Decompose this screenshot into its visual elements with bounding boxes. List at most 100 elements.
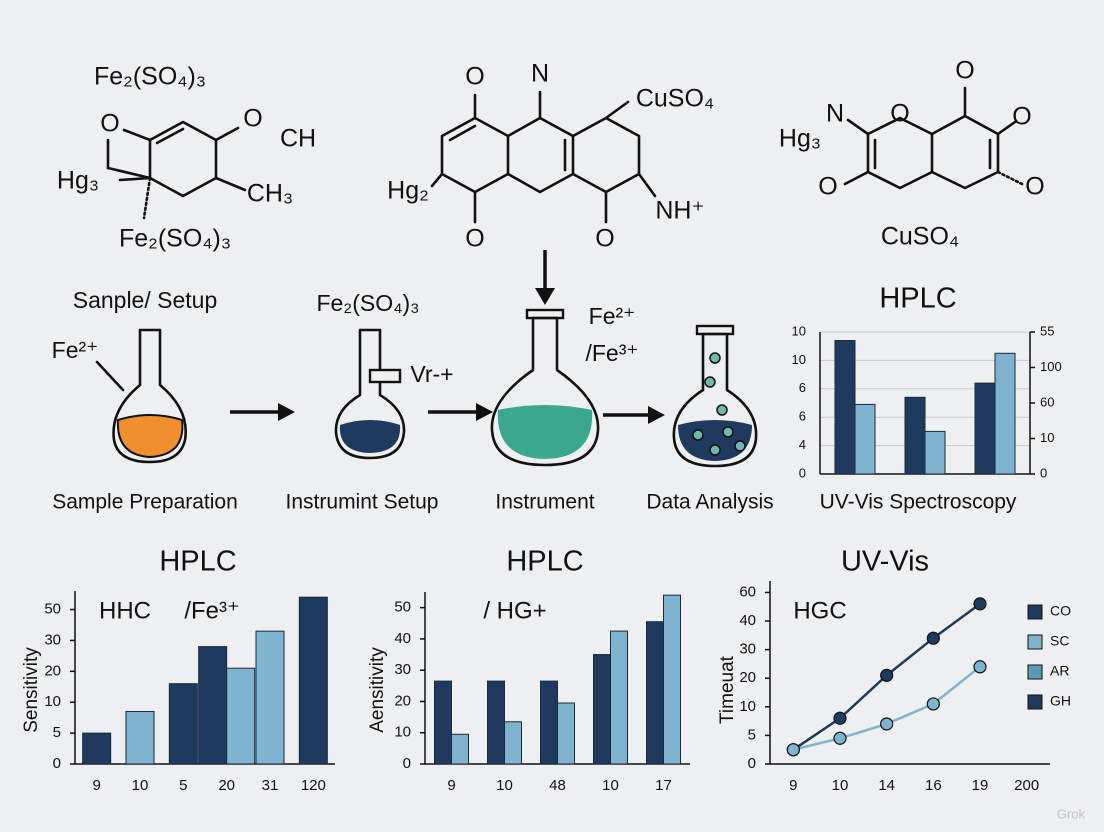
bar: [646, 621, 664, 765]
legend-swatch: [1027, 634, 1043, 650]
legend-label: GH: [1050, 693, 1071, 709]
y-tick-label: 10: [739, 698, 756, 715]
molecule-3: O N O O Hg₃ O O CuSO₄: [779, 57, 1045, 251]
bar: [504, 721, 522, 765]
atom: O: [890, 100, 909, 128]
legend-label: AR: [1050, 663, 1069, 679]
bar: [451, 733, 469, 765]
y-tick-label: 10: [792, 352, 806, 367]
x-tick-label: 19: [972, 777, 989, 794]
y-axis-label: Sensitivity: [21, 647, 42, 733]
bar: [557, 702, 575, 765]
x-tick-label: 20: [218, 777, 235, 794]
atom: O: [1025, 173, 1044, 201]
bar: [540, 680, 558, 765]
bar: [434, 680, 452, 765]
atom: O: [100, 110, 119, 138]
formula: Fe₂(SO₄)₃: [94, 63, 206, 91]
chart-title: HPLC: [506, 546, 583, 578]
atom: Hg₂: [387, 177, 429, 205]
step-label: Sample Preparation: [52, 491, 238, 514]
x-tick-label: 10: [602, 777, 619, 794]
annotation: /Fe³⁺: [585, 340, 638, 366]
x-tick-label: 14: [878, 777, 895, 794]
x-tick-label: 16: [925, 777, 942, 794]
y-axis-label: Timeuat: [717, 655, 738, 724]
x-tick-label: 31: [262, 777, 279, 794]
atom: O: [465, 63, 484, 91]
atom: NH⁺: [655, 197, 704, 225]
annotation: HGC: [793, 597, 846, 624]
atom: O: [1012, 103, 1031, 131]
x-tick-label: 9: [789, 777, 797, 794]
y-tick-label: 10: [792, 323, 806, 338]
marker: [786, 743, 800, 757]
y-axis-label: Aensitivity: [367, 647, 388, 733]
y-tick-label: 10: [394, 724, 411, 741]
x-tick-label: 17: [655, 777, 672, 794]
y-tick-label: 30: [44, 631, 61, 648]
marker: [973, 660, 987, 674]
bar: [974, 382, 996, 475]
watermark: Grok: [1057, 806, 1086, 821]
bar: [125, 710, 155, 765]
bar: [298, 596, 328, 765]
step-label: Data Analysis: [646, 491, 773, 514]
y-tick-label: 5: [748, 726, 756, 743]
x-tick-label: 9: [92, 777, 100, 794]
x-tick-label: 200: [1014, 777, 1039, 794]
workflow: Sanple/ Setup Fe²⁺ Fe₂(SO₄)₃ Vr-+ Fe²⁺ /…: [52, 250, 1017, 514]
y-tick-label: 30: [394, 661, 411, 678]
marker: [833, 731, 847, 745]
atom: O: [243, 105, 262, 133]
annotation: Fe²⁺: [52, 337, 99, 363]
legend-label: SC: [1050, 633, 1069, 649]
atom: N: [826, 100, 844, 128]
x-tick-label: 10: [496, 777, 513, 794]
bar: [994, 352, 1016, 475]
legend-label: CO: [1050, 603, 1071, 619]
y-tick-label: 40: [739, 612, 756, 629]
y-tick-label: 0: [403, 755, 411, 772]
y-tick-label: 40: [394, 630, 411, 647]
y-tick-label: 0: [748, 755, 756, 772]
x-tick-label: 120: [301, 777, 326, 794]
step-label: UV-Vis Spectroscopy: [820, 491, 1017, 514]
y-tick-label: 6: [799, 409, 806, 424]
annotation: Vr-+: [410, 361, 453, 387]
y-tick-label: 6: [799, 380, 806, 395]
atom: Hg₃: [57, 167, 99, 195]
y-tick-label: 60: [739, 583, 756, 600]
x-tick-label: 5: [179, 777, 187, 794]
formula: CuSO₄: [881, 223, 959, 251]
atom: O: [818, 173, 837, 201]
bar: [82, 732, 112, 765]
y-tick-label: 50: [394, 599, 411, 616]
marker: [880, 717, 894, 731]
bar: [255, 630, 285, 765]
bar: [487, 680, 505, 765]
atom: Hg₃: [779, 125, 821, 153]
annotation: / HG+: [483, 597, 546, 624]
bar: [198, 646, 228, 765]
marker: [833, 711, 847, 725]
atom: CH₃: [247, 180, 293, 208]
formula: CuSO₄: [636, 85, 714, 113]
bar: [924, 430, 946, 475]
marker: [973, 597, 987, 611]
bar: [834, 340, 856, 475]
annotation: Fe₂(SO₄)₃: [316, 290, 419, 316]
x-tick-label: 9: [447, 777, 455, 794]
y2-tick-label: 60: [1040, 394, 1054, 409]
x-tick-label: 10: [132, 777, 149, 794]
atom: CH: [280, 125, 316, 153]
chart-title: HPLC: [159, 546, 236, 578]
annotation: HHC: [99, 597, 151, 624]
legend-swatch: [1027, 664, 1043, 680]
y-tick-label: 20: [739, 669, 756, 686]
bar: [610, 630, 628, 765]
marker: [926, 631, 940, 645]
bar: [904, 396, 926, 475]
legend-swatch: [1027, 694, 1043, 710]
y-tick-label: 4: [799, 437, 806, 452]
